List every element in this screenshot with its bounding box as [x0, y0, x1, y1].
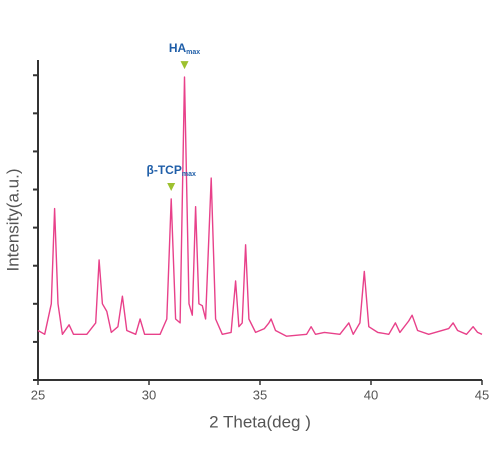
annotation-subscript: max [182, 171, 196, 178]
annotation-text: β-TCP [147, 163, 182, 177]
annotation-label: β-TCPmax [147, 163, 196, 178]
y-axis-label: Intensity(a.u.) [3, 169, 22, 272]
x-tick-label: 45 [475, 387, 489, 402]
x-tick-label: 35 [253, 387, 267, 402]
annotation-marker [167, 183, 176, 192]
data-line [37, 76, 483, 337]
annotation-subscript: max [186, 49, 200, 56]
x-tick-label: 25 [31, 387, 45, 402]
x-tick-label: 40 [364, 387, 378, 402]
annotation-marker [180, 61, 189, 70]
x-tick-label: 30 [142, 387, 156, 402]
annotation-label: HAmax [169, 41, 200, 56]
annotation-text: HA [169, 41, 187, 55]
x-axis-label: 2 Theta(deg ) [209, 412, 311, 431]
